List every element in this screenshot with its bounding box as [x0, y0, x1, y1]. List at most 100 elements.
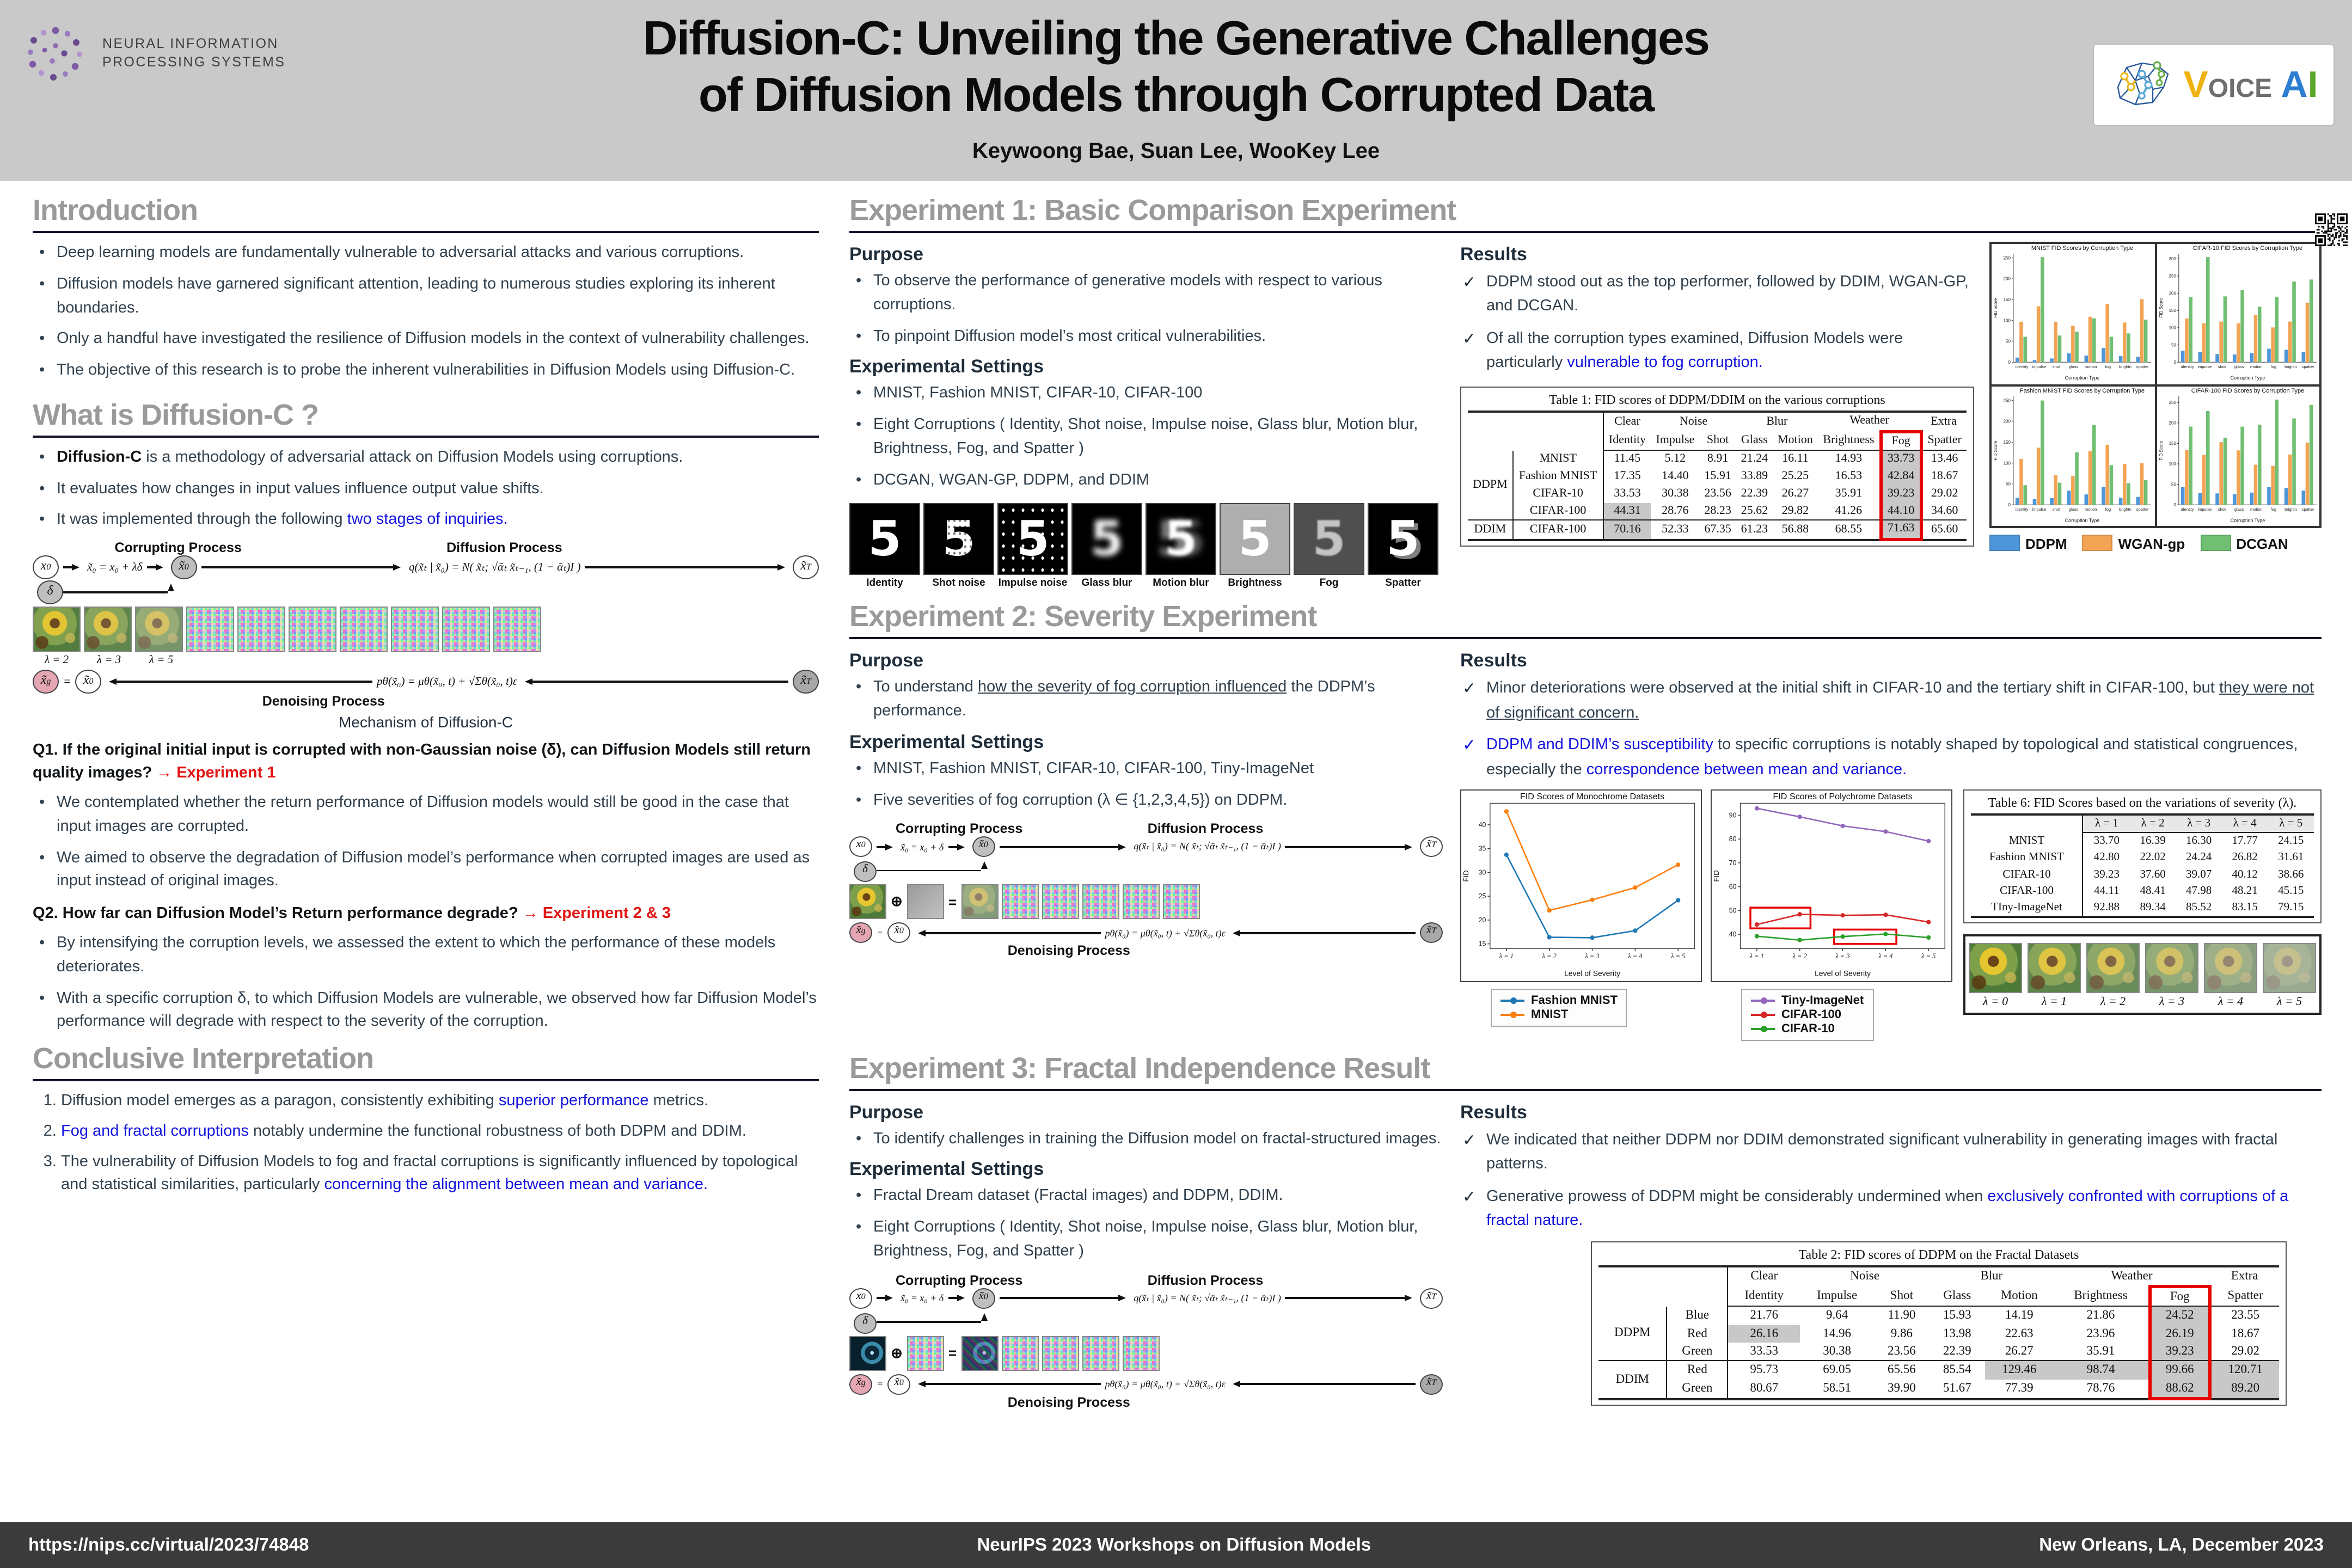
svg-text:50: 50 — [2171, 481, 2176, 486]
bar-chart-panel: Fashion MNIST FID Scores by Corruption T… — [1992, 386, 2154, 526]
bar-chart-panel: CIFAR-10 FID Scores by Corruption Type 0 5… — [2157, 244, 2319, 384]
diagram-node: x̃ 0 — [972, 836, 995, 857]
svg-text:FID Scores of Monochrome Datas: FID Scores of Monochrome Datasets — [1520, 792, 1664, 801]
experiment-3-section: Experiment 3: Fractal Independence Resul… — [849, 1051, 2322, 1410]
svg-text:0: 0 — [2008, 502, 2011, 507]
svg-text:70: 70 — [1729, 859, 1737, 867]
svg-text:250: 250 — [2004, 397, 2011, 402]
bullet: With a specific corruption δ, to which D… — [33, 987, 819, 1034]
bullet: The objective of this research is to pro… — [33, 359, 819, 383]
svg-text:fog: fog — [2105, 506, 2111, 511]
poster-title: Diffusion-C: Unveiling the Generative Ch… — [643, 12, 1710, 122]
purpose-label: Purpose — [849, 1101, 924, 1123]
experiment-1-section: Experiment 1: Basic Comparison Experimen… — [849, 194, 2322, 590]
svg-text:identity: identity — [2016, 506, 2029, 511]
conclusion-list: Diffusion model emerges as a paragon, co… — [33, 1090, 819, 1198]
severity-image: λ = 0 — [1969, 942, 2022, 1010]
bullet: DCGAN, WGAN-GP, DDPM, and DDIM — [849, 469, 1443, 493]
bullet: We contemplated whether the return perfo… — [33, 792, 819, 839]
corruption-samples-strip: 5 Identity 5 Shot noise 5 Impulse noise 5 Glass… — [849, 503, 1443, 590]
svg-text:150: 150 — [2169, 308, 2176, 313]
qr-code — [2315, 213, 2348, 246]
legend-item: DCGAN — [2200, 535, 2288, 552]
fid-line-charts: FID Scores of Monochrome Datasets 15 20 25 3… — [1460, 789, 1952, 1041]
result-item: DDPM and DDIM’s susceptibility to specif… — [1460, 733, 2322, 782]
svg-text:λ = 3: λ = 3 — [1584, 952, 1599, 960]
exp1-purpose-column: Purpose To observe the performance of ge… — [849, 242, 1443, 590]
experiment-2-section: Experiment 2: Severity Experiment Purpos… — [849, 601, 2322, 1041]
neurips-dots-icon — [28, 27, 82, 81]
svg-text:FID Score: FID Score — [1993, 298, 1998, 317]
exp2-purpose-column: Purpose To understand how the severity o… — [849, 648, 1443, 1041]
svg-text:FID Score: FID Score — [1993, 440, 1998, 460]
bar-chart-legend: DDPM WGAN-gp DCGAN — [1989, 535, 2322, 552]
severity-image: λ = 5 — [2263, 942, 2316, 1010]
svg-text:identity: identity — [2180, 506, 2194, 511]
corruption-sample-fog: 5 Fog — [1294, 503, 1364, 590]
svg-text:30: 30 — [1479, 869, 1486, 877]
bullet: Diffusion models have garnered significa… — [33, 273, 819, 321]
svg-text:150: 150 — [2004, 439, 2011, 444]
bullet: MNIST, Fashion MNIST, CIFAR-10, CIFAR-10… — [849, 383, 1443, 407]
svg-text:50: 50 — [2171, 342, 2176, 347]
svg-text:glass: glass — [2234, 364, 2244, 369]
exp1-results-list: DDPM stood out as the top performer, fol… — [1460, 270, 1974, 376]
bar-chart: Fashion MNIST FID Scores by Corruption T… — [1993, 387, 2152, 523]
bullet: Eight Corruptions ( Identity, Shot noise… — [849, 414, 1443, 461]
result-item: We indicated that neither DDPM nor DDIM … — [1460, 1128, 2322, 1177]
corrupting-process-label: Corrupting Process — [895, 1272, 1023, 1288]
svg-text:Fashion MNIST FID Scores by Co: Fashion MNIST FID Scores by Corruption T… — [2020, 387, 2145, 394]
result-item: Minor deteriorations were observed at th… — [1460, 677, 2322, 726]
footer-venue: NeurIPS 2023 Workshops on Diffusion Mode… — [977, 1535, 1371, 1554]
svg-text:40: 40 — [1479, 821, 1486, 829]
svg-text:FID Scores of Polychrome Datas: FID Scores of Polychrome Datasets — [1773, 792, 1912, 801]
table-caption: Table 6: FID Scores based on the variati… — [1988, 795, 2297, 811]
diagram-node: x̃ T — [1420, 922, 1443, 944]
settings-label: Experimental Settings — [849, 356, 1044, 377]
svg-text:0: 0 — [2173, 502, 2176, 507]
svg-text:FID: FID — [1462, 871, 1470, 882]
exp3-heading: Experiment 3: Fractal Independence Resul… — [849, 1051, 1430, 1085]
corruption-sample-shot: 5 Shot noise — [923, 503, 994, 590]
bullet: By intensifying the corruption levels, w… — [33, 932, 819, 979]
svg-text:150: 150 — [2169, 440, 2176, 445]
line-chart: FID Scores of Polychrome Datasets 40 50 60 7… — [1711, 789, 1952, 982]
svg-text:glass: glass — [2234, 506, 2244, 511]
svg-text:impulse: impulse — [2197, 364, 2211, 369]
svg-text:spatter: spatter — [2301, 364, 2314, 369]
divider — [849, 231, 2322, 233]
bullet: To observe the performance of generative… — [849, 270, 1443, 317]
denoising-process-label: Denoising Process — [1007, 1394, 1130, 1410]
conclusion-item: The vulnerability of Diffusion Models to… — [61, 1150, 819, 1198]
bullet: Five severities of fog corruption (λ ∈ {… — [849, 789, 1443, 813]
bullet: It was implemented through the following… — [33, 509, 819, 533]
bullet: It evaluates how changes in input values… — [33, 477, 819, 501]
svg-text:250: 250 — [2169, 274, 2176, 279]
svg-text:fog: fog — [2270, 506, 2276, 511]
bar-chart: CIFAR-10 FID Scores by Corruption Type 0 5… — [2158, 245, 2317, 381]
svg-text:80: 80 — [1729, 835, 1737, 843]
corruption-sample-imp: 5 Impulse noise — [997, 503, 1068, 590]
svg-text:Corruption Type: Corruption Type — [2230, 517, 2265, 523]
divider — [849, 1088, 2322, 1091]
diagram-node: x̃ T — [1420, 1288, 1443, 1309]
corrupting-process-label: Corrupting Process — [114, 540, 242, 555]
legend-item: DDPM — [1989, 535, 2067, 552]
svg-text:impulse: impulse — [2032, 506, 2046, 511]
svg-text:brightn: brightn — [2119, 506, 2132, 511]
svg-text:spatter: spatter — [2136, 506, 2149, 511]
exp2-heading: Experiment 2: Severity Experiment — [849, 600, 1317, 633]
svg-text:90: 90 — [1729, 812, 1737, 819]
svg-text:200: 200 — [2169, 420, 2176, 425]
svg-text:spatter: spatter — [2136, 364, 2149, 369]
svg-text:MNIST FID Scores by Corruption: MNIST FID Scores by Corruption Type — [2031, 245, 2133, 252]
svg-text:glass: glass — [2069, 364, 2079, 369]
denoising-process-label: Denoising Process — [262, 694, 385, 709]
question-1: Q1. If the original initial input is cor… — [33, 742, 811, 782]
svg-text:250: 250 — [2169, 400, 2176, 405]
whatis-bullets: Diffusion-C is a methodology of adversar… — [33, 446, 819, 533]
results-label: Results — [1460, 244, 1527, 265]
mechanism-diagram-exp3: Corrupting Process Diffusion Process x 0 x̃₀… — [849, 1272, 1443, 1410]
